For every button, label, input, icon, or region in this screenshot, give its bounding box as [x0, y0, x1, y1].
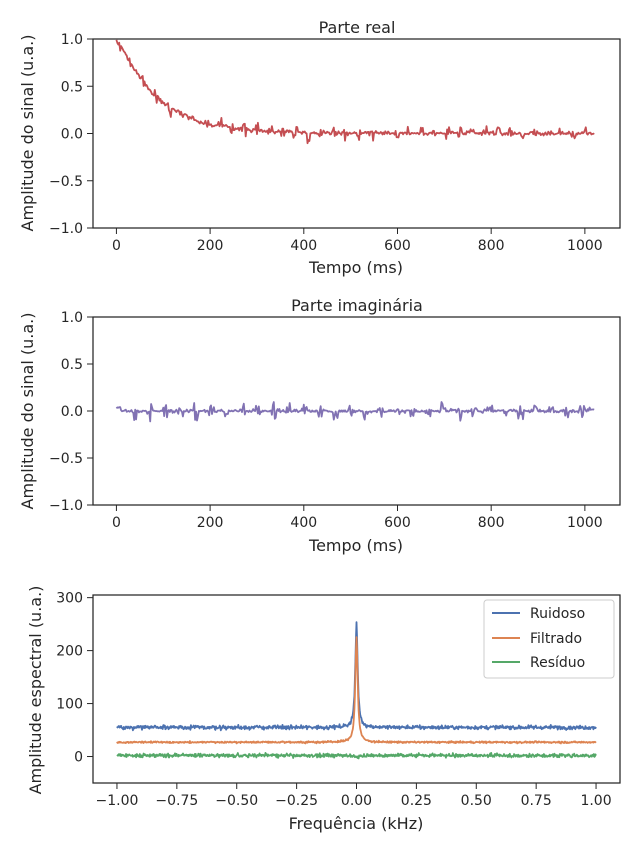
y-tick-label: 0.0 — [61, 404, 83, 420]
y-tick-label: −0.5 — [49, 451, 83, 467]
x-axis-label-imaginary: Tempo (ms) — [308, 536, 403, 555]
y-tick-label: 100 — [56, 697, 83, 713]
y-axis-ticks-real: −1.0 −0.5 0.0 0.5 1.0 — [49, 32, 93, 237]
legend-label-ruidoso: Ruidoso — [530, 606, 585, 622]
x-tick-label: 200 — [197, 238, 224, 254]
y-tick-label: −1.0 — [49, 221, 83, 237]
y-tick-label: 200 — [56, 644, 83, 660]
x-tick-label: 0.00 — [341, 793, 372, 809]
series-line-ruidoso — [116, 621, 597, 732]
x-tick-label: −0.25 — [275, 793, 318, 809]
y-tick-label: 300 — [56, 591, 83, 607]
x-tick-label: 1.00 — [580, 793, 611, 809]
chart-title-imaginary: Parte imaginária — [291, 296, 423, 315]
y-tick-label: 1.0 — [61, 310, 83, 326]
y-tick-label: −0.5 — [49, 174, 83, 190]
x-tick-label: −1.00 — [96, 793, 139, 809]
x-axis-label-real: Tempo (ms) — [308, 258, 403, 277]
x-tick-label: 0.25 — [401, 793, 432, 809]
y-tick-label: −1.0 — [49, 498, 83, 514]
panel-imaginary-part: Parte imaginária 0 200 400 600 800 1000 −1.0−… — [18, 296, 621, 555]
series-line-real — [115, 39, 595, 145]
plot-area-imaginary — [115, 401, 595, 423]
plot-area-real — [115, 39, 595, 145]
x-tick-label: −0.75 — [155, 793, 198, 809]
x-tick-label: 800 — [478, 515, 505, 531]
x-tick-label: −0.50 — [215, 793, 258, 809]
x-axis-ticks-imaginary: 0 200 400 600 800 1000 — [112, 505, 603, 531]
panel-real-part: Parte real 0 200 400 600 800 1000 −1.0 −0.5 0.0… — [18, 18, 621, 277]
series-line-residuo — [116, 752, 597, 760]
y-tick-label: 1.0 — [61, 32, 83, 48]
series-line-imaginary — [115, 401, 595, 423]
x-tick-label: 1000 — [567, 238, 603, 254]
y-tick-label: 0 — [74, 750, 83, 766]
x-tick-label: 0.75 — [521, 793, 552, 809]
y-tick-label: 0.0 — [61, 127, 83, 143]
y-tick-label: 0.5 — [61, 357, 83, 373]
y-axis-label-spectrum: Amplitude espectral (u.a.) — [26, 586, 45, 795]
legend: Ruidoso Filtrado Resíduo — [483, 599, 615, 679]
series-line-filtrado — [116, 636, 597, 745]
x-tick-label: 200 — [197, 515, 224, 531]
x-tick-label: 0.50 — [461, 793, 492, 809]
x-tick-label: 1000 — [567, 515, 603, 531]
x-tick-label: 0 — [112, 515, 121, 531]
y-axis-label-real: Amplitude do sinal (u.a.) — [18, 35, 37, 232]
legend-label-residuo: Resíduo — [530, 655, 585, 671]
x-tick-label: 600 — [384, 515, 411, 531]
x-axis-label-spectrum: Frequência (kHz) — [289, 814, 424, 833]
x-tick-label: 800 — [478, 238, 505, 254]
legend-box — [483, 599, 615, 679]
x-tick-label: 0 — [112, 238, 121, 254]
x-tick-label: 400 — [290, 515, 317, 531]
y-axis-ticks-imaginary: −1.0 −0.5 0.0 0.5 1.0 — [49, 310, 93, 514]
plot-area-spectrum — [116, 621, 597, 760]
x-axis-ticks-spectrum: −1.00 −0.75 −0.50 −0.25 0.00 0.25 0.50 0.75 1.00 — [96, 783, 612, 809]
x-tick-label: 400 — [290, 238, 317, 254]
legend-label-filtrado: Filtrado — [530, 631, 582, 647]
x-axis-ticks-real: 0 200 400 600 800 1000 — [112, 228, 603, 254]
y-axis-label-imaginary: Amplitude do sinal (u.a.) — [18, 313, 37, 510]
panel-spectrum: −1.00 −0.75 −0.50 −0.25 0.00 0.25 0.50 0.75 1.00… — [26, 586, 621, 833]
chart-title-real: Parte real — [319, 18, 396, 37]
x-tick-label: 600 — [384, 238, 411, 254]
y-tick-label: 0.5 — [61, 79, 83, 95]
y-axis-ticks-spectrum: 0 100 200 300 — [56, 591, 93, 766]
